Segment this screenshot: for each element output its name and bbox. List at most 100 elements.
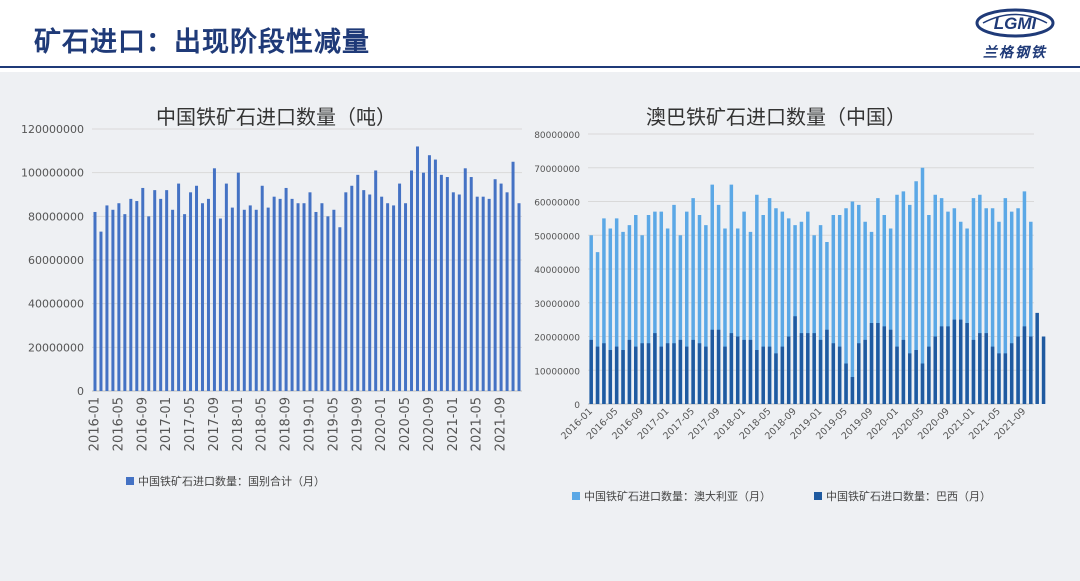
chart-title: 中国铁矿石进口数量（吨） bbox=[156, 105, 396, 129]
x-tick-label: 2020-09 bbox=[422, 397, 437, 451]
y-tick-label: 120000000 bbox=[21, 123, 84, 136]
bar-secondary bbox=[908, 353, 912, 405]
bar-primary bbox=[716, 204, 721, 405]
bar-secondary bbox=[653, 333, 657, 405]
bar-primary bbox=[748, 231, 753, 405]
bar-primary bbox=[475, 196, 479, 391]
bar-primary bbox=[621, 231, 625, 405]
bar-secondary bbox=[704, 346, 708, 405]
bar-primary bbox=[761, 215, 765, 404]
bar-secondary bbox=[665, 343, 670, 404]
logo-mark-icon: LGMI bbox=[975, 8, 1055, 38]
bar-primary bbox=[481, 196, 485, 391]
bar-primary bbox=[439, 174, 443, 391]
bar-primary bbox=[135, 201, 139, 391]
bar-secondary bbox=[608, 350, 613, 404]
bar-primary bbox=[984, 208, 988, 404]
x-tick-label: 2016-09 bbox=[135, 397, 150, 451]
bar-secondary bbox=[1041, 336, 1046, 404]
bar-secondary bbox=[678, 339, 683, 405]
bar-secondary bbox=[755, 350, 759, 404]
bar-primary bbox=[398, 183, 402, 391]
bar-secondary bbox=[939, 326, 944, 405]
bar-primary bbox=[799, 221, 804, 404]
bar-primary bbox=[793, 225, 797, 405]
bar-primary bbox=[602, 218, 606, 405]
bar-secondary bbox=[927, 346, 931, 405]
bar-primary bbox=[895, 194, 899, 404]
bar-secondary bbox=[685, 346, 689, 405]
bar-primary bbox=[344, 192, 348, 391]
bar-secondary bbox=[1003, 353, 1008, 405]
legend-label: 中国铁矿石进口数量：巴西（月） bbox=[826, 490, 991, 503]
bar-primary bbox=[356, 174, 360, 391]
legend-swatch bbox=[814, 492, 822, 500]
bar-secondary bbox=[933, 336, 937, 404]
bar-primary bbox=[678, 235, 683, 404]
bar-primary bbox=[818, 225, 823, 405]
bar-primary bbox=[920, 167, 925, 404]
bar-primary bbox=[965, 228, 969, 404]
bar-secondary bbox=[786, 336, 791, 404]
legend-label: 中国铁矿石进口数量：国别合计（月） bbox=[138, 474, 325, 488]
bar-primary bbox=[189, 192, 193, 391]
bar-primary bbox=[863, 221, 867, 404]
y-tick-label: 60000000 bbox=[534, 199, 580, 209]
bar-primary bbox=[767, 198, 772, 405]
y-tick-label: 40000000 bbox=[28, 298, 84, 311]
bar-primary bbox=[165, 190, 169, 391]
bar-primary bbox=[901, 191, 906, 405]
bar-primary bbox=[511, 161, 515, 391]
bar-primary bbox=[589, 235, 593, 404]
y-tick-label: 0 bbox=[574, 401, 580, 411]
bar-primary bbox=[290, 198, 294, 391]
bar-primary bbox=[183, 214, 187, 391]
bar-primary bbox=[876, 198, 880, 405]
x-tick-label: 2020-05 bbox=[398, 397, 413, 451]
bar-primary bbox=[242, 209, 246, 391]
bar-secondary bbox=[780, 346, 785, 405]
bar-secondary bbox=[958, 319, 963, 405]
bar-primary bbox=[445, 177, 449, 391]
bar-secondary bbox=[901, 339, 906, 405]
bar-primary bbox=[463, 168, 467, 391]
bar-primary bbox=[888, 228, 893, 404]
bar-primary bbox=[735, 228, 740, 404]
bar-primary bbox=[780, 211, 785, 405]
bar-primary bbox=[200, 203, 204, 391]
bar-secondary bbox=[914, 350, 918, 404]
bar-primary bbox=[595, 252, 600, 405]
y-tick-label: 70000000 bbox=[534, 165, 580, 175]
header-bar: 矿石进口：出现阶段性减量 LGMI 兰格钢铁 bbox=[0, 0, 1080, 72]
x-tick-label: 2018-01 bbox=[231, 397, 246, 451]
bar-primary bbox=[755, 194, 759, 404]
y-tick-label: 20000000 bbox=[28, 341, 84, 354]
bar-primary bbox=[326, 216, 330, 391]
chart-title: 澳巴铁矿石进口数量（中国） bbox=[646, 105, 906, 129]
bar-secondary bbox=[614, 346, 619, 405]
bar-secondary bbox=[850, 377, 855, 404]
bar-primary bbox=[206, 198, 210, 391]
bar-secondary bbox=[1016, 336, 1020, 404]
bar-primary bbox=[1016, 208, 1020, 404]
bar-secondary bbox=[742, 339, 746, 405]
bar-primary bbox=[284, 187, 288, 391]
bar-primary bbox=[159, 198, 163, 391]
logo-text: 兰格钢铁 bbox=[983, 45, 1047, 61]
company-logo: LGMI 兰格钢铁 bbox=[975, 8, 1055, 64]
bar-primary bbox=[659, 211, 664, 405]
legend-swatch bbox=[126, 477, 134, 485]
bar-primary bbox=[421, 172, 425, 391]
bar-secondary bbox=[1009, 343, 1014, 404]
y-tick-label: 100000000 bbox=[21, 167, 84, 180]
bar-secondary bbox=[869, 323, 874, 404]
bar-primary bbox=[302, 203, 306, 391]
bar-secondary bbox=[595, 346, 600, 405]
bar-secondary bbox=[659, 346, 664, 405]
bar-primary bbox=[952, 208, 957, 404]
bar-secondary bbox=[876, 323, 880, 404]
bar-secondary bbox=[627, 339, 632, 405]
bar-primary bbox=[404, 203, 408, 391]
x-tick-label: 2018-05 bbox=[255, 397, 270, 451]
